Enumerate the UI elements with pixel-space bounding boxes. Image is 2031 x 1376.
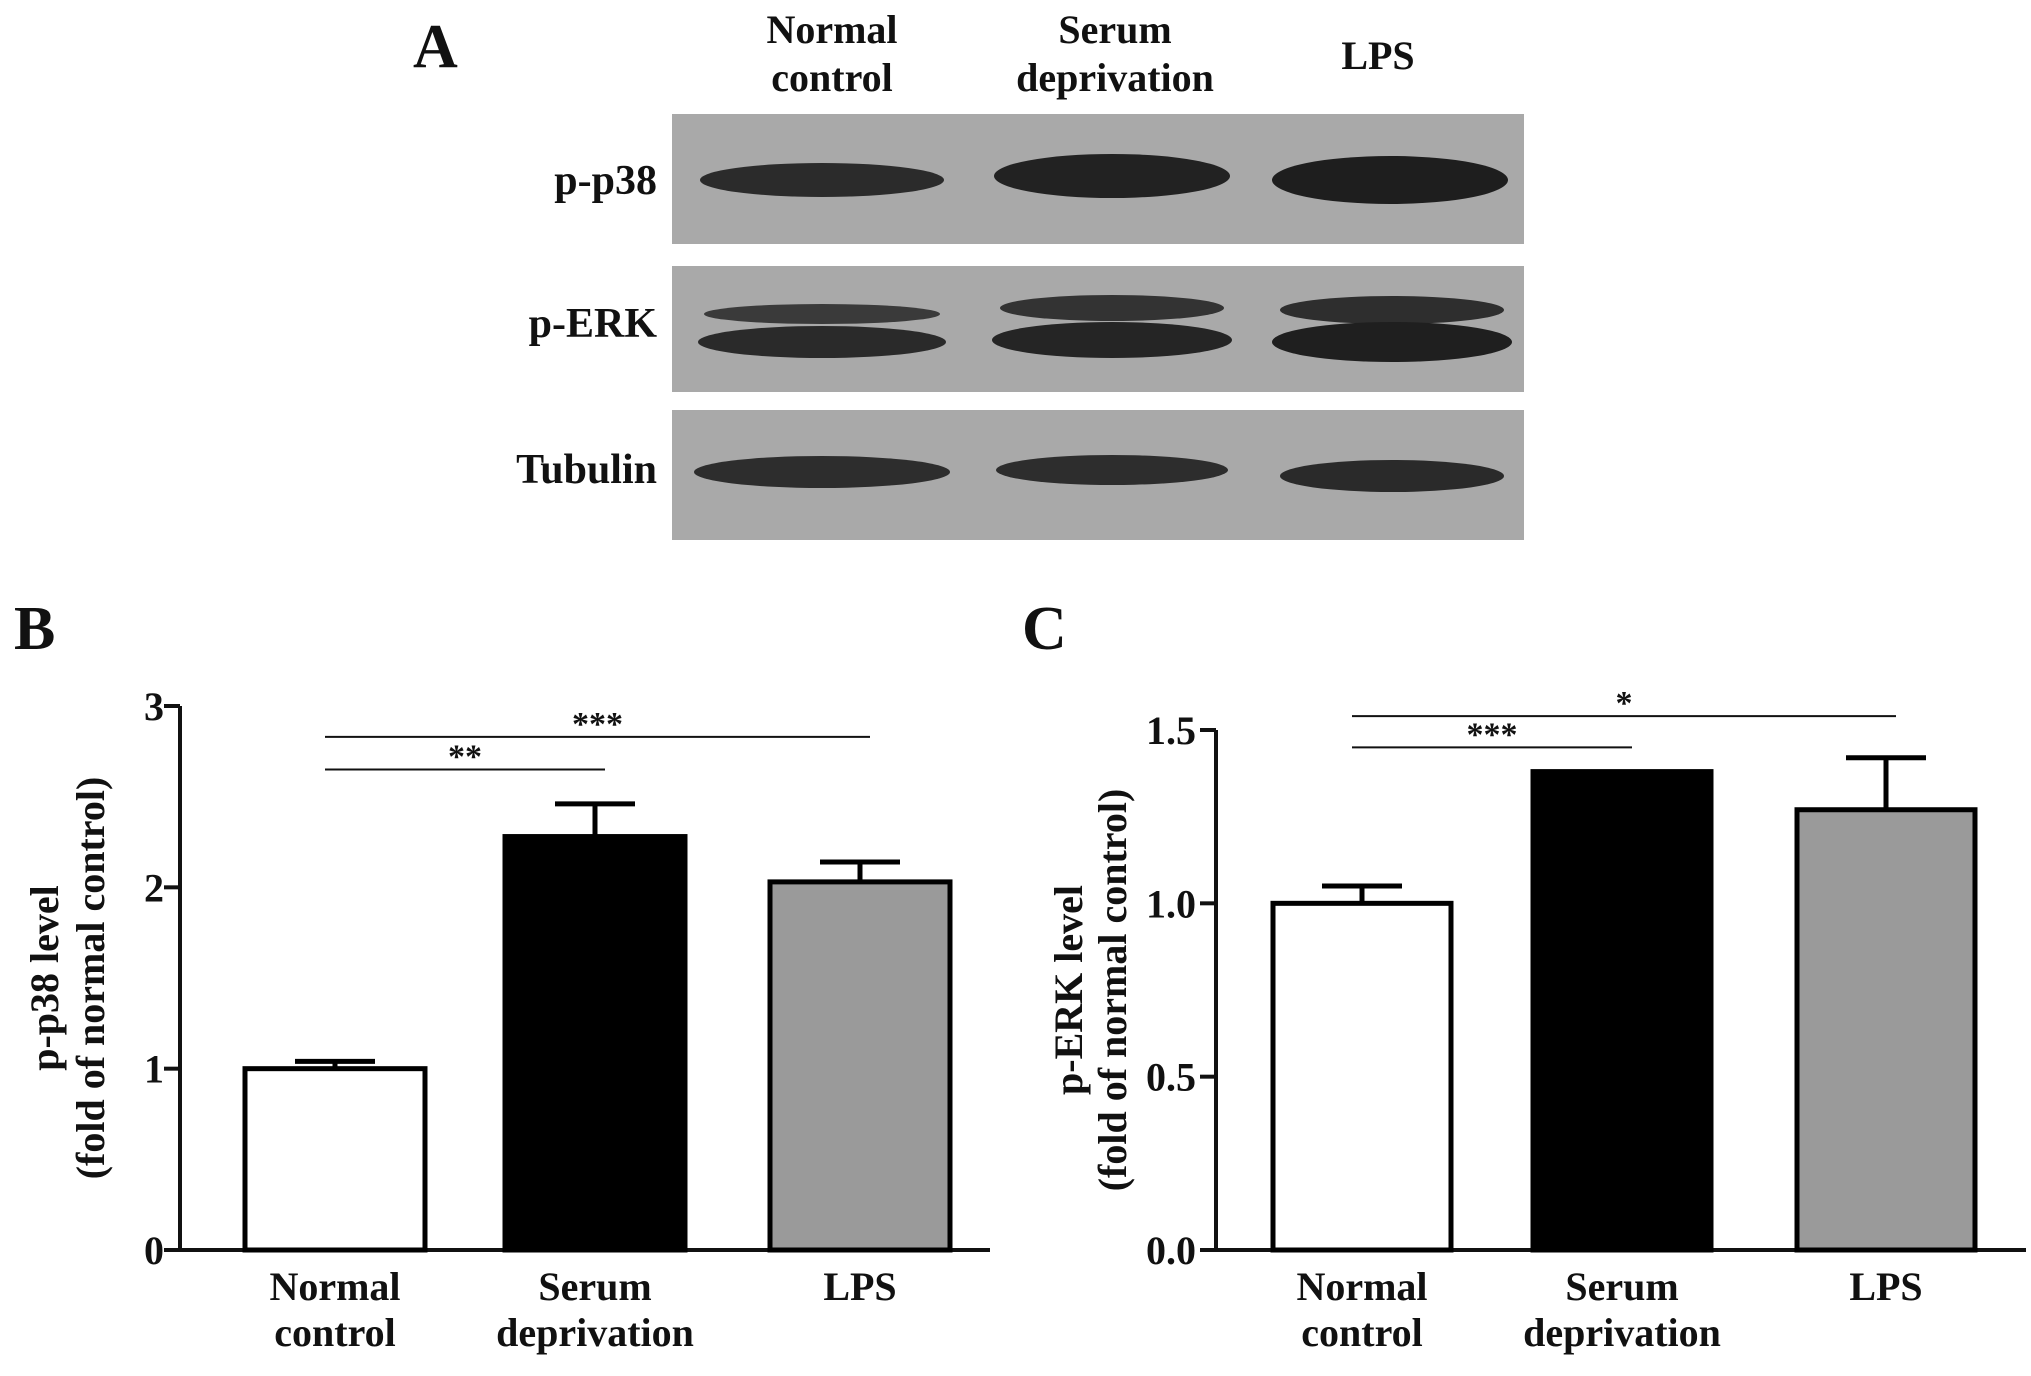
panel-letter-b: B [14, 595, 56, 663]
blot-strip-p-erk [672, 266, 1524, 392]
lane-label-line1: Serum [1058, 7, 1172, 52]
row-label-tubulin: Tubulin [516, 447, 657, 493]
x-tick-label-line1: Normal [1296, 1264, 1427, 1309]
row-label-p-erk: p-ERK [528, 301, 657, 347]
bar-0 [1270, 900, 1454, 1253]
x-tick-label-line1: Serum [538, 1264, 651, 1309]
x-tick-label-line2: control [1301, 1310, 1422, 1355]
band-p-erk-upper-serum-deprivation [1000, 295, 1224, 321]
panel-letter-c: C [1022, 595, 1067, 663]
band-p-p38-serum-deprivation [994, 154, 1230, 198]
significance-label-1: *** [572, 706, 623, 743]
lane-label-normal-control: Normal control [672, 6, 992, 102]
bar-1 [502, 834, 688, 1253]
panel-letter-a: A [413, 13, 458, 81]
tubulin-bands [694, 455, 1504, 492]
x-tick-label-line1: Normal [269, 1264, 400, 1309]
x-tick-label-line2: control [274, 1310, 395, 1355]
row-label-p-p38: p-p38 [554, 158, 657, 204]
chart-c-p-erk: 0.0 0.5 1.0 1.5 p-ERK level (fold of normal c… [1046, 685, 2026, 1355]
bar-1 [1530, 769, 1714, 1253]
band-tubulin-lps [1280, 460, 1504, 492]
lane-label-line1: Normal [766, 7, 898, 52]
x-tick-label-line1: Serum [1565, 1264, 1678, 1309]
band-p-p38-lps [1272, 156, 1508, 204]
significance-label-0: *** [1467, 716, 1518, 753]
lane-label-line2: deprivation [1016, 55, 1214, 100]
bar-0 [242, 1066, 428, 1253]
bar-2 [1794, 807, 1978, 1253]
lane-label-line2: control [771, 55, 893, 100]
y-axis-label-line2: (fold of normal control) [68, 777, 113, 1180]
lane-label-lps: LPS [1218, 32, 1538, 80]
significance-label-0: ** [448, 738, 482, 775]
x-tick-label-line2: deprivation [496, 1310, 694, 1355]
y-tick-label: 1 [144, 1047, 164, 1092]
y-tick-label: 2 [144, 865, 164, 910]
x-tick-label-line2: deprivation [1523, 1310, 1721, 1355]
lane-label-serum-deprivation: Serum deprivation [955, 6, 1275, 102]
x-tick-label-line1: LPS [1849, 1264, 1922, 1309]
y-tick-label: 3 [144, 684, 164, 729]
y-axis-label-line1: p-p38 level [22, 885, 67, 1071]
blot-strip-p-p38 [672, 114, 1524, 244]
lane-label-line1: LPS [1341, 33, 1415, 78]
p-erk-bands [698, 295, 1512, 362]
bar-2 [767, 879, 953, 1253]
band-p-erk-lower-lps [1272, 322, 1512, 362]
band-p-erk-lower-serum-deprivation [992, 322, 1232, 358]
y-axis-label-line2: (fold of normal control) [1090, 789, 1135, 1192]
y-tick-label: 0.0 [1146, 1228, 1196, 1273]
y-tick-label: 1.5 [1146, 708, 1196, 753]
band-p-p38-normal-control [700, 163, 944, 197]
band-p-erk-lower-normal-control [698, 326, 946, 358]
band-p-erk-upper-lps [1280, 296, 1504, 324]
band-tubulin-serum-deprivation [996, 455, 1228, 485]
band-p-erk-upper-normal-control [704, 304, 940, 324]
x-tick-label-line1: LPS [823, 1264, 896, 1309]
y-tick-label: 0.5 [1146, 1055, 1196, 1100]
p-p38-bands [700, 154, 1508, 204]
band-tubulin-normal-control [694, 456, 950, 488]
y-axis-label-line1: p-ERK level [1046, 885, 1091, 1095]
blot-strip-tubulin [672, 410, 1524, 540]
significance-label-1: * [1616, 685, 1633, 722]
y-tick-label: 1.0 [1146, 881, 1196, 926]
chart-b-p-p38: 0 1 2 3 p-p38 level (fold of normal control) N… [22, 684, 990, 1355]
y-tick-label: 0 [144, 1228, 164, 1273]
